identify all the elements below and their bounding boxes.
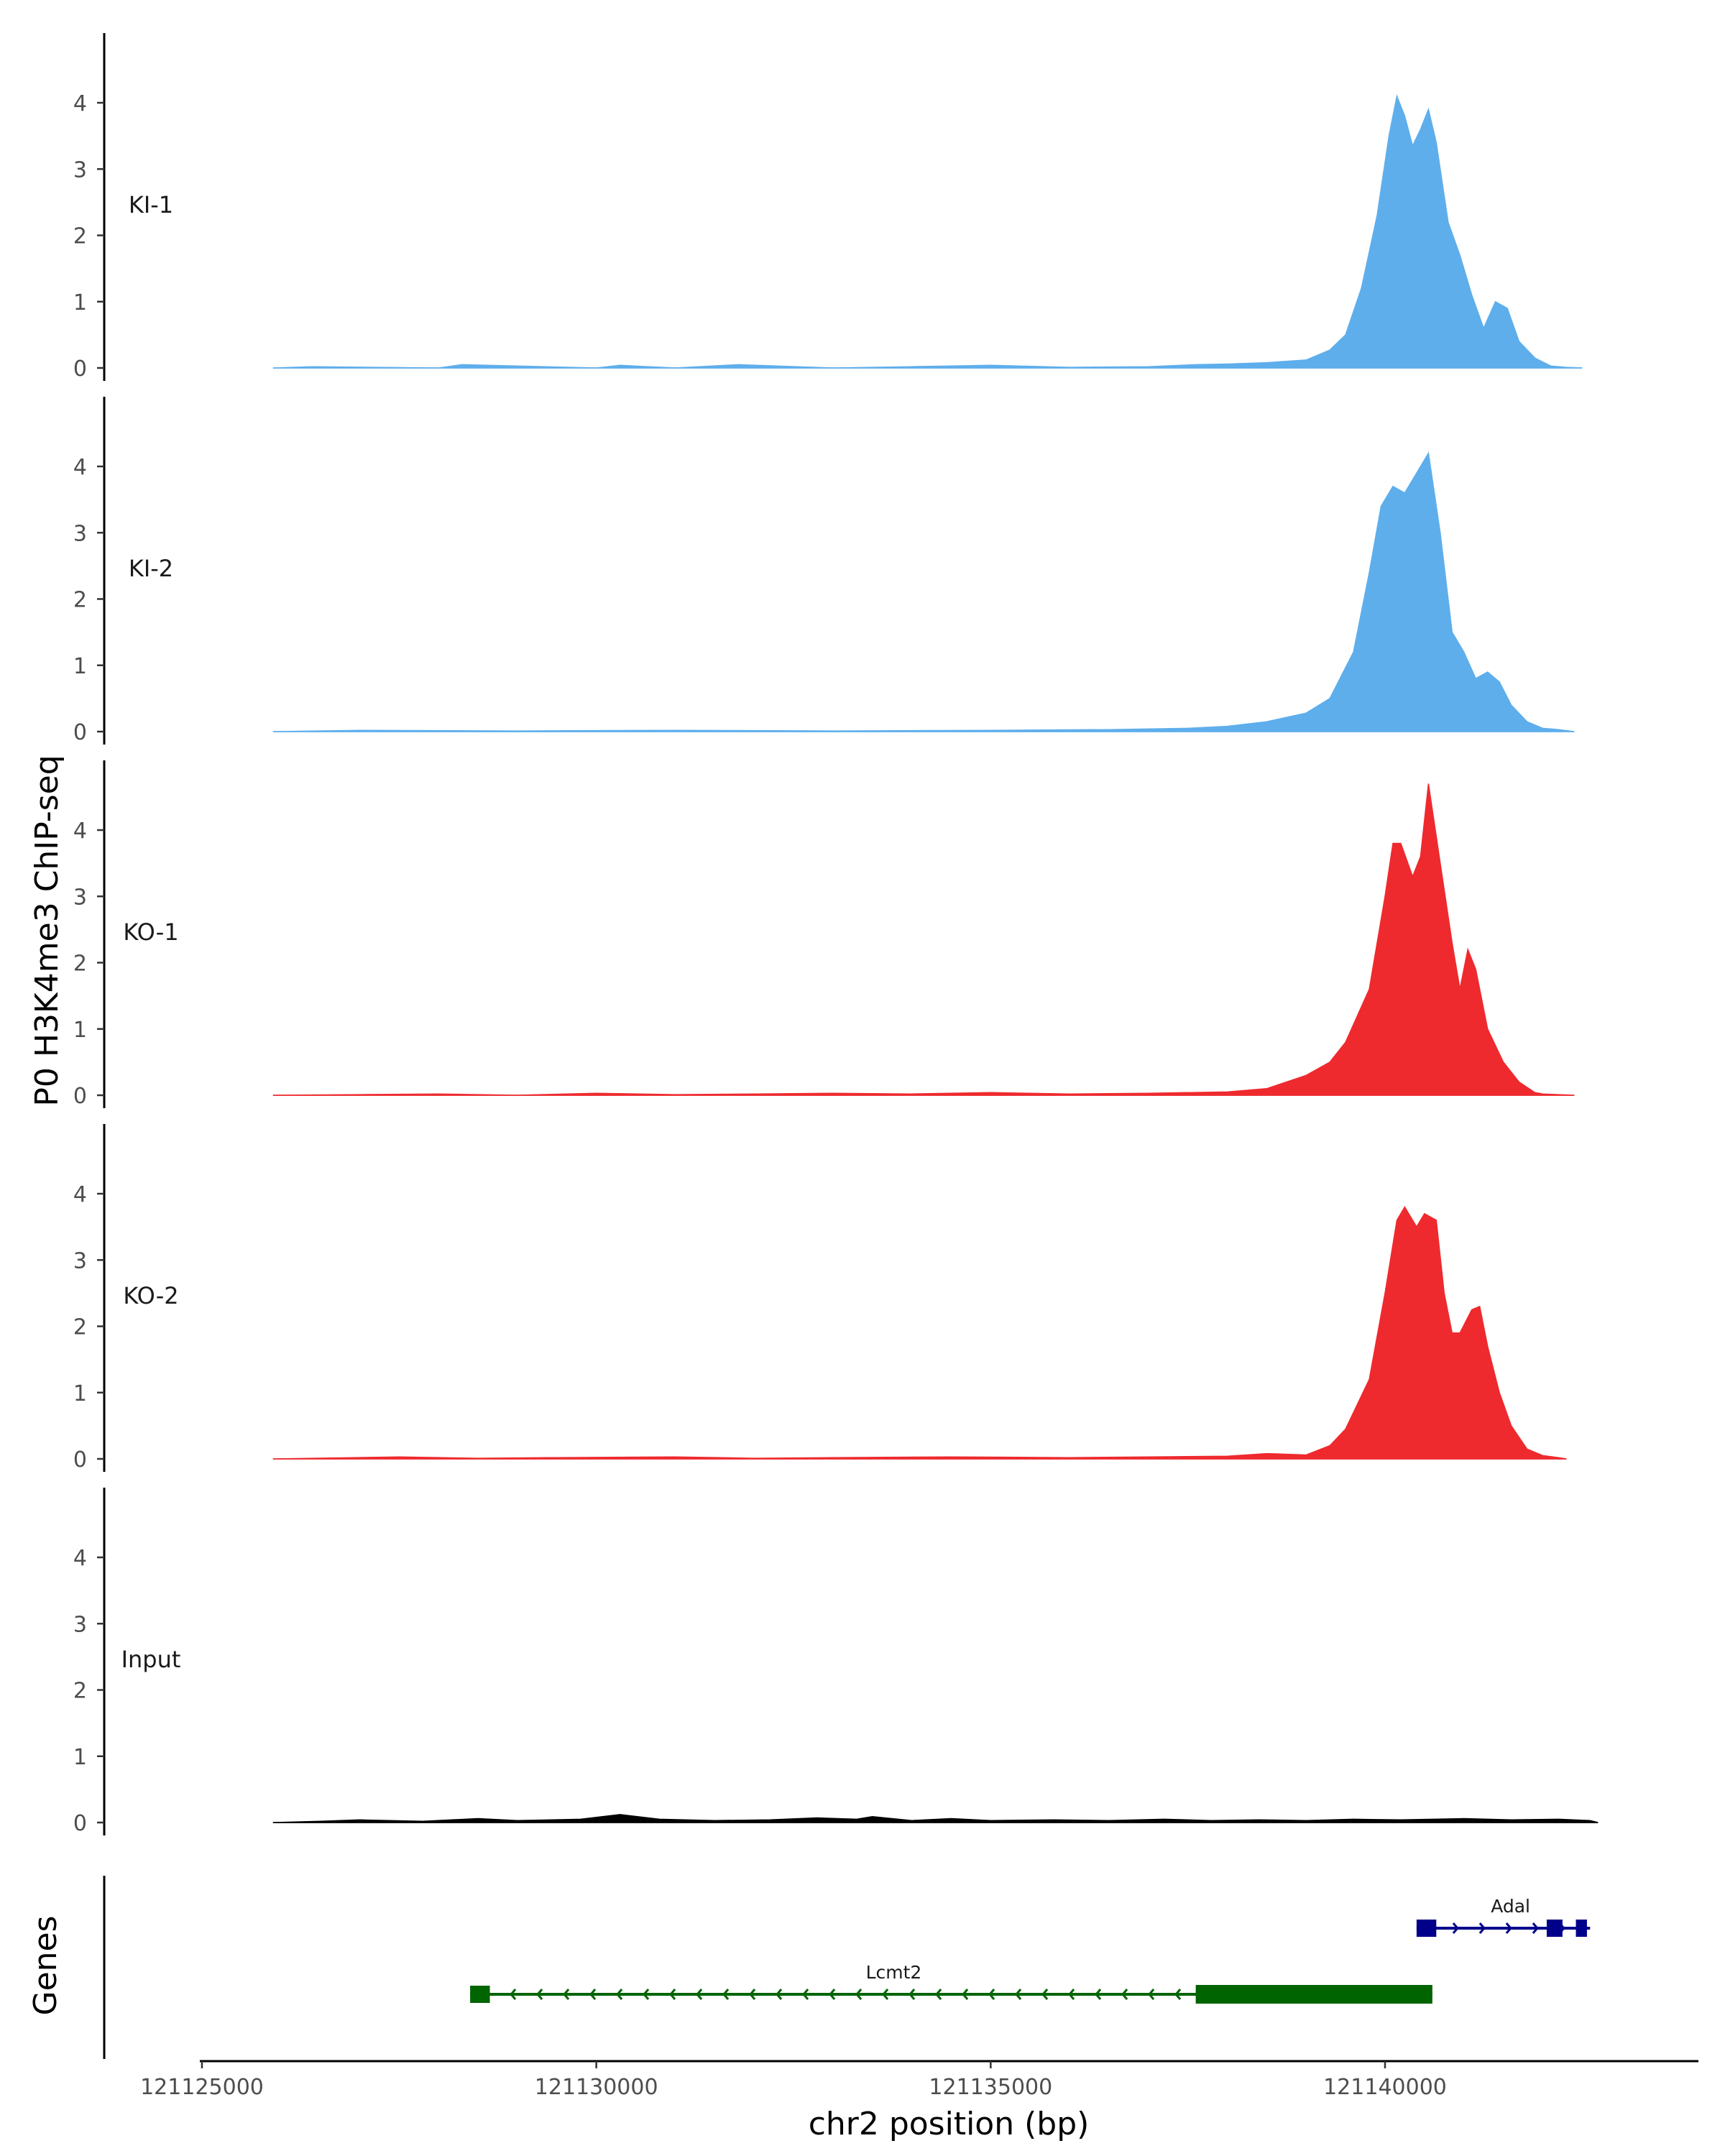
y-tick-label: 1	[73, 654, 87, 679]
strand-arrow	[829, 1989, 836, 2000]
y-tick-label: 4	[73, 1182, 87, 1207]
x-tick-label: 121135000	[929, 2075, 1052, 2100]
strand-arrow	[1095, 1989, 1102, 2000]
gene-label: Lcmt2	[866, 1962, 922, 1983]
track-label: KI-2	[129, 555, 173, 582]
strand-arrow	[589, 1989, 597, 2000]
strand-arrow	[935, 1989, 942, 2000]
gene-label: Adal	[1491, 1896, 1530, 1917]
strand-arrow	[1041, 1989, 1049, 2000]
coverage-tracks: 0 1 2 3 4 KI-1 0 1 2 3 4 KI-2 0 1 2 3 4 KO-1 0 1 2 3 4 KO-2 0 1 2 3…	[73, 33, 1598, 1836]
y-tick-label: 2	[73, 1679, 87, 1704]
strand-arrow	[908, 1989, 916, 2000]
strand-arrow	[722, 1989, 730, 2000]
strand-arrow	[802, 1989, 809, 2000]
strand-arrow	[1505, 1922, 1512, 1934]
strand-arrow	[962, 1989, 969, 2000]
y-tick-label: 0	[73, 1811, 87, 1836]
coverage-area	[272, 94, 1583, 369]
strand-arrow	[1174, 1989, 1182, 2000]
y-tick-label: 4	[73, 91, 87, 116]
gene-adal: Adal	[1416, 1896, 1591, 1937]
strand-arrow	[1452, 1922, 1459, 1934]
strand-arrow	[1532, 1922, 1539, 1934]
x-tick-label: 121130000	[535, 2075, 658, 2100]
y-tick-label: 3	[73, 157, 87, 183]
genes-panel-title: Genes	[27, 1915, 64, 2015]
strand-arrow	[536, 1989, 543, 2000]
gene-exon	[470, 1986, 490, 2003]
strand-arrow	[1478, 1922, 1486, 1934]
y-tick-label: 2	[73, 588, 87, 613]
track-label: KI-1	[129, 191, 173, 218]
x-tick-label: 121125000	[140, 2075, 264, 2100]
gene-lcmt2: Lcmt2	[470, 1962, 1432, 2004]
gene-exon	[1576, 1920, 1587, 1937]
strand-arrow	[776, 1989, 783, 2000]
strand-arrow	[510, 1989, 517, 2000]
gene-exon	[1546, 1920, 1563, 1937]
y-tick-label: 1	[73, 290, 87, 315]
strand-arrow	[855, 1989, 862, 2000]
y-tick-label: 1	[73, 1745, 87, 1770]
y-tick-label: 3	[73, 521, 87, 546]
y-tick-label: 0	[73, 356, 87, 382]
strand-arrow	[1068, 1989, 1075, 2000]
strand-arrow	[882, 1989, 889, 2000]
genes-panel: Genes Adal Lcmt2	[27, 1876, 1591, 2059]
y-tick-label: 0	[73, 1084, 87, 1109]
strand-arrow	[1121, 1989, 1128, 2000]
y-tick-label: 3	[73, 885, 87, 910]
y-tick-label: 0	[73, 720, 87, 745]
y-tick-label: 1	[73, 1018, 87, 1043]
track-input: 0 1 2 3 4 Input	[73, 1488, 1598, 1836]
track-ko-2: 0 1 2 3 4 KO-2	[73, 1124, 1567, 1473]
strand-arrow	[749, 1989, 756, 2000]
strand-arrow	[643, 1989, 650, 2000]
x-tick-label: 121140000	[1323, 2075, 1447, 2100]
y-tick-label: 2	[73, 1315, 87, 1340]
strand-arrow	[696, 1989, 703, 2000]
y-tick-label: 3	[73, 1612, 87, 1637]
track-label: KO-2	[123, 1282, 178, 1309]
y-tick-label: 0	[73, 1447, 87, 1473]
strand-arrow	[669, 1989, 676, 2000]
strand-arrow	[988, 1989, 995, 2000]
strand-arrow	[563, 1989, 570, 2000]
y-tick-label: 2	[73, 224, 87, 249]
coverage-area	[272, 1814, 1598, 1823]
y-tick-label: 1	[73, 1381, 87, 1406]
x-axis-title: chr2 position (bp)	[809, 2106, 1090, 2142]
gene-exon	[1416, 1920, 1437, 1937]
strand-arrow	[616, 1989, 623, 2000]
coverage-area	[272, 783, 1575, 1096]
coverage-area	[272, 1206, 1567, 1460]
track-label: KO-1	[123, 918, 178, 946]
track-ki-1: 0 1 2 3 4 KI-1	[73, 33, 1583, 382]
y-tick-label: 2	[73, 952, 87, 977]
coverage-area	[272, 451, 1575, 732]
track-ko-1: 0 1 2 3 4 KO-1	[73, 760, 1575, 1109]
track-label: Input	[121, 1646, 181, 1673]
y-tick-label: 4	[73, 1546, 87, 1571]
x-axis: 121125000 121130000 121135000 121140000	[140, 2060, 1698, 2100]
gene-exon	[1195, 1985, 1432, 2004]
y-tick-label: 4	[73, 455, 87, 480]
y-axis-title: P0 H3K4me3 ChIP-seq	[29, 755, 65, 1106]
strand-arrow	[1148, 1989, 1155, 2000]
y-tick-label: 3	[73, 1248, 87, 1273]
track-ki-2: 0 1 2 3 4 KI-2	[73, 397, 1575, 745]
strand-arrow	[1015, 1989, 1022, 2000]
y-tick-label: 4	[73, 819, 87, 844]
